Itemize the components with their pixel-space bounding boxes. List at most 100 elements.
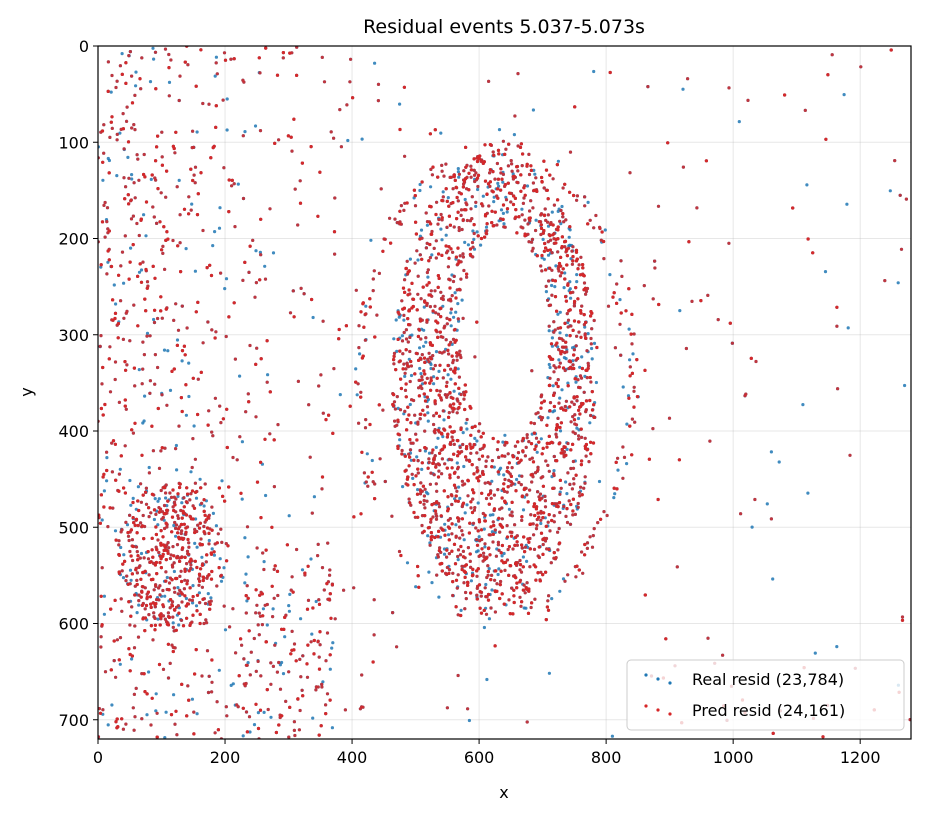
scatter-point	[177, 178, 181, 182]
scatter-point	[190, 697, 194, 701]
scatter-point	[452, 389, 456, 393]
scatter-point	[578, 365, 582, 369]
scatter-point	[590, 346, 594, 351]
scatter-point	[521, 508, 526, 512]
scatter-point	[546, 416, 550, 420]
scatter-point	[440, 238, 444, 242]
scatter-point	[842, 93, 846, 97]
scatter-point	[156, 617, 160, 621]
scatter-point	[463, 197, 467, 202]
scatter-point	[425, 223, 429, 227]
scatter-point	[408, 402, 412, 407]
scatter-point	[171, 621, 175, 625]
scatter-point	[418, 182, 422, 187]
scatter-point	[128, 478, 132, 483]
scatter-point	[426, 419, 430, 423]
scatter-point	[136, 485, 140, 489]
scatter-point	[154, 692, 158, 696]
scatter-point	[618, 298, 622, 302]
scatter-point	[217, 226, 222, 230]
scatter-point	[490, 588, 494, 592]
scatter-point	[512, 133, 517, 137]
scatter-point	[115, 174, 119, 178]
scatter-point	[198, 477, 202, 481]
scatter-point	[473, 436, 477, 440]
scatter-point	[214, 524, 218, 528]
scatter-point	[394, 318, 398, 322]
scatter-point	[152, 317, 156, 322]
scatter-point	[456, 367, 460, 371]
scatter-point	[628, 358, 632, 362]
scatter-point	[568, 228, 572, 232]
scatter-point	[592, 341, 597, 345]
scatter-point	[278, 663, 282, 667]
scatter-point	[457, 485, 461, 489]
scatter-point	[580, 355, 584, 359]
scatter-point	[166, 349, 170, 353]
scatter-point	[896, 281, 900, 285]
scatter-point	[281, 672, 286, 676]
scatter-point	[164, 496, 168, 500]
scatter-point	[603, 228, 607, 232]
scatter-point	[213, 230, 217, 234]
scatter-point	[195, 545, 199, 549]
scatter-point	[240, 440, 244, 444]
scatter-point	[225, 128, 229, 132]
scatter-point	[328, 667, 332, 671]
scatter-point	[165, 504, 169, 508]
scatter-point	[106, 723, 110, 727]
scatter-point	[122, 281, 126, 285]
scatter-point	[476, 187, 480, 192]
scatter-point	[184, 596, 188, 601]
scatter-point	[256, 711, 260, 715]
scatter-point	[415, 455, 419, 459]
scatter-point	[423, 449, 427, 453]
scatter-point	[437, 369, 441, 373]
scatter-point	[167, 80, 172, 84]
scatter-point	[184, 413, 188, 417]
scatter-point	[419, 372, 423, 376]
scatter-point	[424, 340, 428, 344]
scatter-point	[556, 312, 560, 316]
scatter-point	[134, 507, 138, 511]
scatter-point	[139, 268, 144, 272]
scatter-point	[252, 723, 257, 727]
scatter-point	[462, 464, 466, 469]
scatter-point	[427, 570, 431, 574]
scatter-point	[426, 492, 430, 496]
scatter-point	[422, 328, 426, 332]
scatter-point	[492, 200, 496, 204]
scatter-point	[131, 496, 135, 500]
scatter-point	[156, 499, 160, 503]
scatter-point	[464, 421, 468, 425]
scatter-point	[191, 584, 195, 588]
scatter-point	[243, 130, 247, 134]
scatter-point	[608, 273, 612, 277]
scatter-point	[429, 185, 433, 189]
scatter-point	[153, 497, 157, 501]
scatter-point	[550, 597, 554, 601]
scatter-point	[266, 373, 270, 377]
scatter-point	[452, 315, 456, 319]
scatter-point	[118, 467, 122, 471]
scatter-point	[358, 352, 362, 356]
scatter-point	[409, 458, 413, 462]
scatter-point	[144, 234, 148, 238]
scatter-point	[243, 581, 247, 585]
scatter-point	[456, 167, 460, 171]
scatter-point	[365, 452, 369, 456]
scatter-point	[449, 311, 453, 315]
scatter-point	[554, 264, 558, 268]
scatter-point	[369, 238, 373, 242]
scatter-point	[109, 90, 113, 94]
scatter-point	[310, 632, 314, 636]
scatter-point	[558, 396, 562, 400]
scatter-point	[562, 286, 566, 290]
scatter-point	[501, 180, 505, 184]
scatter-point	[432, 382, 436, 386]
scatter-point	[189, 470, 193, 474]
scatter-point	[446, 373, 450, 377]
scatter-point	[420, 382, 425, 386]
scatter-point	[460, 298, 464, 302]
scatter-point	[550, 336, 555, 340]
